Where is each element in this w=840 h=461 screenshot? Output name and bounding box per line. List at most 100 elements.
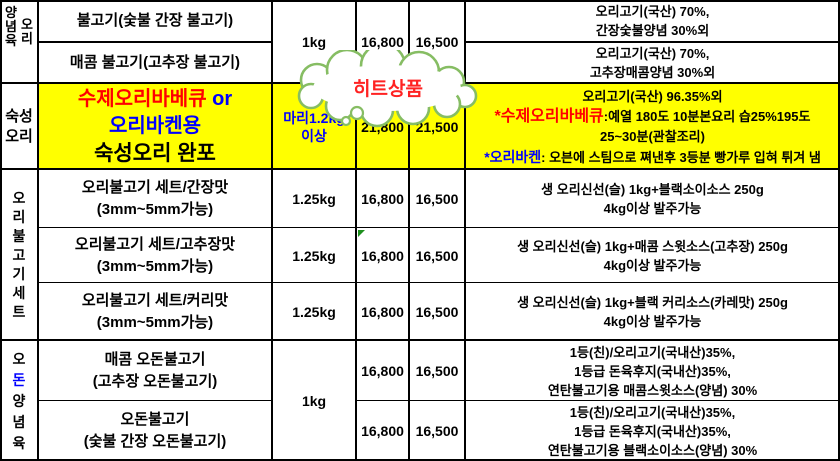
price-main-set-gochujang-value: 16,800 [361, 247, 404, 264]
desc-aged-duck-line2-label: *수제오리바베큐 [494, 107, 604, 125]
price-alt-bulgogi-value: 16,500 [415, 34, 459, 50]
desc-odon-soy: 1등(친)/오리고기(국내산)35%, 1등급 돈육후지(국내산)35%, 연탄… [465, 401, 840, 461]
category-odon-rest: 양념육 [12, 392, 26, 451]
price-alt-odon-spicy-value: 16,500 [415, 363, 459, 379]
weight-set-gochujang: 1.25kg [272, 228, 356, 283]
grid-line [38, 227, 840, 228]
product-aged-duck-title-black: 숙성오리 완포 [94, 142, 216, 165]
product-bulgogi: 불고기(숯불 간장 불고기) [38, 0, 272, 42]
grid-line [0, 0, 2, 461]
product-odon-soy: 오돈불고기 (숯불 간장 오돈불고기) [38, 401, 272, 461]
product-set-curry: 오리불고기 세트/커리맛 (3mm~5mm가능) [38, 283, 272, 341]
category-odon-marinated: 오 돈 양념육 [0, 341, 38, 461]
grid-line [465, 41, 840, 43]
grid-line [838, 0, 840, 461]
grid-line [356, 400, 840, 401]
product-aged-duck-title-or: or [206, 88, 233, 110]
price-main-set-gochujang: 16,800 [356, 228, 409, 283]
desc-aged-duck-line2-text: :예열 180도 10분본요리 습25%195도 [603, 108, 811, 124]
price-main-set-soy: 16,800 [356, 170, 409, 228]
product-spicy-bulgogi: 매콤 불고기(고추장 불고기) [38, 42, 272, 84]
category-odon-char1: 오 [12, 350, 26, 367]
grid-line [464, 0, 466, 461]
desc-odon-spicy-line2: 1등급 돈육후지(국내산)35%, [574, 363, 731, 379]
grid-line [38, 282, 840, 283]
hit-badge-label: 히트상품 [353, 79, 423, 100]
product-set-soy-line2: (3mm~5mm가능) [96, 201, 214, 218]
desc-odon-soy-line2: 1등급 돈육후지(국내산)35%, [574, 423, 731, 439]
desc-bulgogi-line1: 오리고기(국산) 70%, [595, 4, 710, 19]
price-alt-set-curry-value: 16,500 [415, 304, 459, 320]
product-odon-soy-line1: 오돈불고기 [120, 411, 190, 428]
price-alt-odon-soy-value: 16,500 [415, 423, 459, 439]
price-alt-set-gochujang: 16,500 [409, 228, 465, 283]
price-alt-set-soy: 16,500 [409, 170, 465, 228]
price-alt-set-curry: 16,500 [409, 283, 465, 341]
desc-aged-duck-line3: 25~30분(관찰조리) [600, 128, 705, 144]
product-set-curry-line1: 오리불고기 세트/커리맛 [81, 292, 229, 309]
desc-aged-duck-line4: *오리바켄: 오븐에 스팀으로 쪄낸후 3등분 빵가루 입혀 튀겨 냄 [484, 147, 821, 168]
price-main-aged-duck-value: 21,800 [361, 119, 404, 135]
weight-set-curry-value: 1.25kg [292, 304, 336, 320]
price-main-odon-soy-value: 16,800 [361, 423, 404, 439]
price-main-set-curry: 16,800 [356, 283, 409, 341]
desc-set-soy: 생 오리신선(슬) 1kg+블랙소이소스 250g 4kg이상 발주가능 [465, 170, 840, 228]
grid-line [355, 0, 357, 461]
product-odon-spicy: 매콤 오돈불고기 (고추장 오돈불고기) [38, 341, 272, 401]
price-alt-aged-duck-value: 21,500 [415, 119, 459, 135]
grid-line [271, 0, 273, 461]
category-duck-bulgogi-set-label: 오리불고기세트 [12, 190, 26, 320]
price-main-odon-soy: 16,800 [356, 401, 409, 461]
desc-bulgogi-line2: 간장숯불양념 30%외 [595, 23, 710, 38]
desc-set-curry-line1: 생 오리신선(슬) 1kg+블랙 커리소스(카레맛) 250g [517, 295, 788, 310]
price-main-odon-spicy-value: 16,800 [361, 363, 404, 379]
desc-set-gochujang-line1: 생 오리신선(슬) 1kg+매콤 스윗소스(고추장) 250g [517, 238, 788, 254]
product-odon-spicy-line1: 매콤 오돈불고기 [104, 351, 206, 368]
product-odon-soy-line2: (숯불 간장 오돈불고기) [83, 433, 227, 450]
price-main-set-curry-value: 16,800 [361, 304, 404, 320]
desc-aged-duck-line4-text: : 오븐에 스팀으로 쪄낸후 3등분 빵가루 입혀 튀겨 냄 [541, 149, 821, 165]
price-main-odon-spicy: 16,800 [356, 341, 409, 401]
product-aged-duck: 수제오리바베큐 or 오리바켄용 숙성오리 완포 [38, 84, 272, 170]
price-alt-odon-soy: 16,500 [409, 401, 465, 461]
price-alt-bulgogi: 16,500 [409, 0, 465, 84]
weight-odon-value: 1kg [301, 393, 327, 409]
desc-spicy-bulgogi-line1: 오리고기(국산) 70%, [595, 46, 710, 61]
price-alt-odon-spicy: 16,500 [409, 341, 465, 401]
price-alt-set-soy-value: 16,500 [415, 191, 459, 207]
weight-set-curry: 1.25kg [272, 283, 356, 341]
product-set-gochujang: 오리불고기 세트/고추장맛 (3mm~5mm가능) [38, 228, 272, 283]
weight-set-soy-value: 1.25kg [292, 191, 336, 207]
product-bulgogi-name: 불고기(숯불 간장 불고기) [76, 12, 234, 29]
grid-line [38, 400, 272, 401]
desc-odon-soy-line1: 1등(친)/오리고기(국내산)35%, [569, 404, 736, 420]
category-aged-duck-line1: 숙성 [5, 108, 33, 125]
product-spicy-bulgogi-name: 매콤 불고기(고추장 불고기) [69, 54, 241, 71]
desc-set-gochujang-line2: 4kg이상 발주가능 [603, 257, 702, 273]
grid-line [38, 41, 272, 43]
product-aged-duck-title-red: 수제오리바베큐 [77, 88, 207, 110]
category-marinated-label: 양념육 [5, 5, 18, 48]
category-duck-bulgogi-set: 오리불고기세트 [0, 170, 38, 341]
category-aged-duck-line2: 오리 [5, 128, 33, 145]
grid-line [0, 0, 840, 2]
desc-aged-duck: 오리고기(국산) 96.35%외 *수제오리바베큐:예열 180도 10분본요리… [465, 84, 840, 170]
desc-odon-spicy-line3: 연탄불고기용 매콤스윗소스(양념) 30% [547, 382, 758, 398]
grid-line [0, 339, 840, 341]
product-set-soy-line1: 오리불고기 세트/간장맛 [81, 179, 229, 196]
grid-line [37, 0, 39, 461]
price-main-bulgogi: 16,800 [356, 0, 409, 84]
product-set-gochujang-line2: (3mm~5mm가능) [96, 257, 214, 275]
product-odon-spicy-line2: (고추장 오돈불고기) [92, 373, 218, 390]
desc-aged-duck-line1: 오리고기(국산) 96.35%외 [582, 88, 723, 104]
grid-line [408, 0, 410, 461]
category-marinated-duck: 양념육 오리 [0, 0, 38, 84]
weight-bulgogi: 1kg [272, 0, 356, 84]
desc-spicy-bulgogi-line2: 고추장매콤양념 30%외 [589, 65, 716, 80]
grid-line [0, 168, 840, 170]
weight-bulgogi-value: 1kg [301, 34, 327, 50]
desc-odon-spicy: 1등(친)/오리고기(국내산)35%, 1등급 돈육후지(국내산)35%, 연탄… [465, 341, 840, 401]
desc-spicy-bulgogi: 오리고기(국산) 70%, 고추장매콤양념 30%외 [465, 42, 840, 84]
category-aged-duck: 숙성 오리 [0, 84, 38, 170]
